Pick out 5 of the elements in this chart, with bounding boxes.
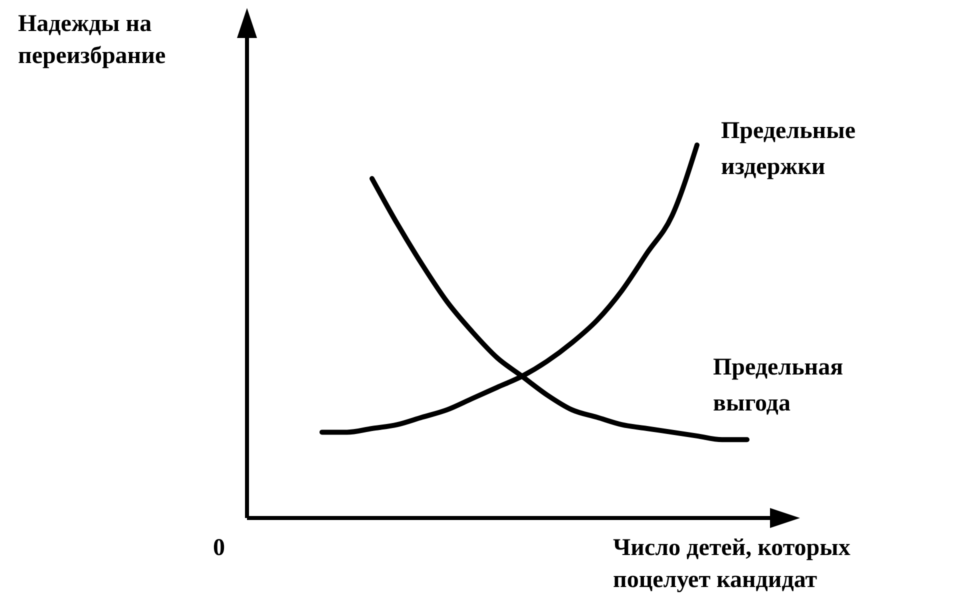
y-axis-title: Надежды на переизбрание: [18, 10, 167, 71]
x-axis-title: Число детей, которых поцелует кандидат: [613, 534, 852, 595]
series-label: Предельная выгода: [713, 354, 844, 417]
text: 0: [213, 534, 225, 563]
series-label: Предельные издержки: [721, 118, 856, 180]
